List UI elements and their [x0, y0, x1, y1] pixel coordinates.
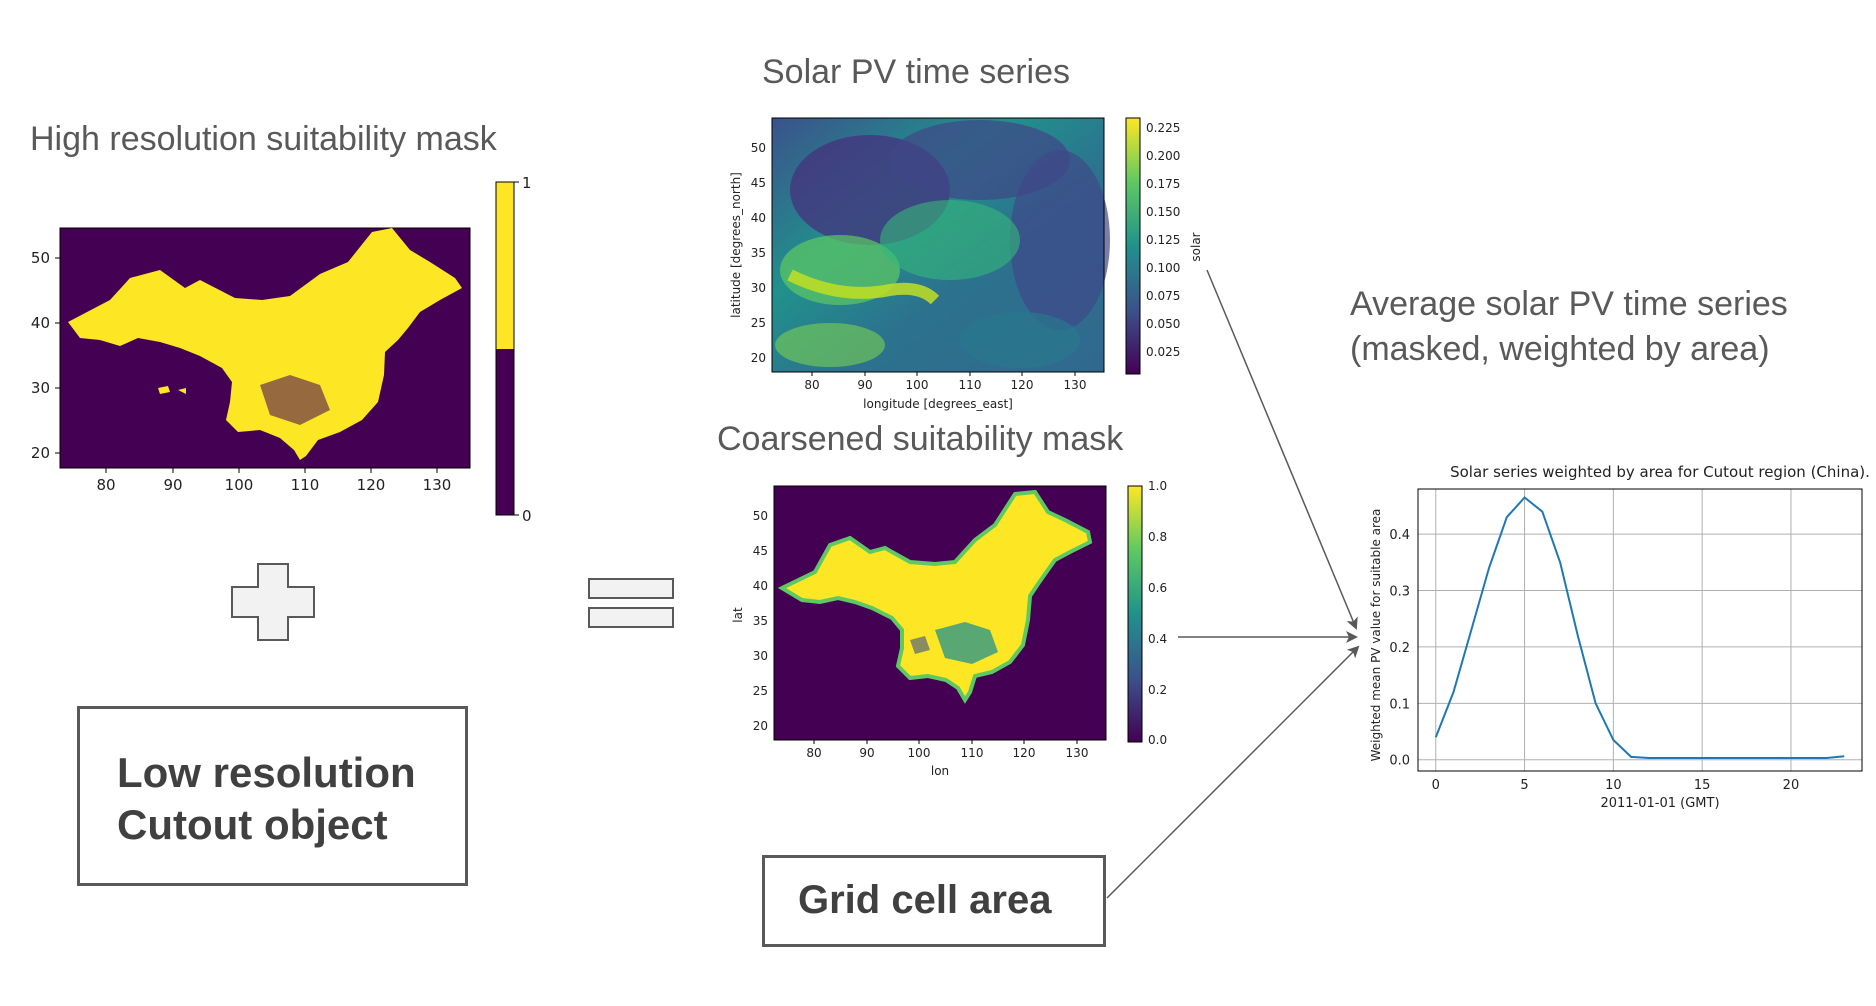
chart-y-axis-label: Weighted mean PV value for suitable area: [1369, 509, 1383, 762]
x-tick-label: 110: [961, 746, 984, 760]
x-tick-label: 100: [908, 746, 931, 760]
plus-icon: [230, 562, 316, 642]
x-tick-label: 100: [225, 476, 254, 494]
x-tick-label: 20: [1783, 778, 1800, 793]
average-title-line1: Average solar PV time series: [1350, 285, 1788, 323]
y-axis-label: lat: [731, 607, 745, 623]
x-tick-label: 15: [1694, 778, 1711, 793]
grid-cell-area-box: Grid cell area: [762, 855, 1106, 947]
cutout-object-box: Low resolution Cutout object: [77, 706, 468, 886]
colorbar-tick-label: 0.050: [1146, 317, 1180, 331]
colorbar-tick-label: 0.4: [1148, 632, 1167, 646]
y-tick-label: 40: [31, 314, 50, 332]
y-tick-label: 50: [753, 509, 768, 523]
x-tick-label: 0: [1432, 778, 1440, 793]
colorbar-tick-label: 1.0: [1148, 480, 1167, 493]
y-tick-label: 35: [753, 614, 768, 628]
x-tick-label: 90: [859, 746, 874, 760]
cutout-box-line1: Low resolution: [117, 749, 416, 796]
series-line: [1434, 496, 1845, 759]
y-tick-label: 35: [751, 246, 766, 260]
colorbar-tick-label: 0.150: [1146, 205, 1180, 219]
x-tick-label: 130: [1064, 378, 1087, 392]
colorbar-tick-label: 0.100: [1146, 261, 1180, 275]
x-tick-label: 80: [804, 378, 819, 392]
x-tick-label: 100: [906, 378, 929, 392]
average-title-line2: (masked, weighted by area): [1350, 330, 1770, 368]
arrow-solar-to-chart: [1206, 269, 1358, 630]
y-tick-label: 30: [751, 281, 766, 295]
y-tick-label: 50: [751, 141, 766, 155]
high-res-mask-title: High resolution suitability mask: [30, 120, 497, 158]
colorbar-tick-label: 0.225: [1146, 121, 1180, 135]
solar-pv-map: 80 90 100 110 120 130 50 45 40 35 30 25 …: [720, 110, 1220, 420]
colorbar-tick-label: 0: [522, 507, 532, 525]
x-tick-label: 120: [1013, 746, 1036, 760]
y-tick-label: 45: [753, 544, 768, 558]
x-tick-label: 120: [357, 476, 386, 494]
x-axis-label: longitude [degrees_east]: [863, 397, 1013, 411]
solar-pv-title: Solar PV time series: [762, 53, 1070, 91]
colorbar-tick-label: 0.8: [1148, 530, 1167, 544]
x-tick-label: 80: [806, 746, 821, 760]
y-tick-label: 20: [751, 351, 766, 365]
x-tick-label: 130: [1066, 746, 1089, 760]
y-tick-label: 40: [753, 579, 768, 593]
colorbar-tick-label: 0.2: [1148, 683, 1167, 697]
y-tick-label: 45: [751, 176, 766, 190]
coarsened-mask-title: Coarsened suitability mask: [717, 420, 1124, 458]
equals-icon: [587, 577, 675, 629]
y-tick-label: 0.3: [1389, 585, 1410, 600]
cutout-box-line2: Cutout object: [117, 801, 388, 848]
weighted-solar-line-chart: Solar series weighted by area for Cutout…: [1360, 455, 1870, 815]
y-tick-label: 25: [753, 684, 768, 698]
x-tick-label: 120: [1011, 378, 1034, 392]
chart-x-axis-label: 2011-01-01 (GMT): [1600, 796, 1719, 811]
colorbar-tick-label: 0.175: [1146, 177, 1180, 191]
y-tick-label: 25: [751, 316, 766, 330]
y-tick-label: 0.0: [1389, 754, 1410, 769]
x-tick-label: 110: [959, 378, 982, 392]
chart-title: Solar series weighted by area for Cutout…: [1450, 463, 1870, 481]
y-tick-label: 0.4: [1389, 528, 1410, 543]
y-tick-label: 30: [753, 649, 768, 663]
x-tick-label: 130: [423, 476, 452, 494]
x-tick-label: 90: [857, 378, 872, 392]
colorbar-tick-label: 0.025: [1146, 345, 1180, 359]
colorbar-tick-label: 1: [522, 174, 532, 192]
x-tick-label: 90: [163, 476, 182, 494]
x-tick-label: 5: [1520, 778, 1528, 793]
y-tick-label: 30: [31, 379, 50, 397]
coarsened-mask-map: 80 90 100 110 120 130 50 45 40 35 30 25 …: [720, 479, 1220, 790]
y-tick-label: 0.1: [1389, 697, 1410, 712]
y-tick-label: 40: [751, 211, 766, 225]
y-tick-label: 50: [31, 249, 50, 267]
grid-cell-area-label: Grid cell area: [798, 878, 1052, 922]
colorbar-tick-label: 0.0: [1148, 733, 1167, 747]
x-tick-label: 80: [96, 476, 115, 494]
x-tick-label: 10: [1605, 778, 1622, 793]
colorbar-label: solar: [1189, 232, 1203, 261]
x-axis-label: lon: [931, 764, 949, 778]
colorbar-tick-label: 0.6: [1148, 581, 1167, 595]
x-tick-label: 110: [291, 476, 320, 494]
y-tick-label: 0.2: [1389, 641, 1410, 656]
y-tick-label: 20: [31, 444, 50, 462]
colorbar-tick-label: 0.200: [1146, 149, 1180, 163]
high-res-mask-map: 80 90 100 110 120 130 50 40 30 20 1 0: [0, 170, 560, 530]
y-tick-label: 20: [753, 719, 768, 733]
colorbar-tick-label: 0.075: [1146, 289, 1180, 303]
colorbar-tick-label: 0.125: [1146, 233, 1180, 247]
y-axis-label: latitude [degrees_north]: [729, 172, 743, 318]
